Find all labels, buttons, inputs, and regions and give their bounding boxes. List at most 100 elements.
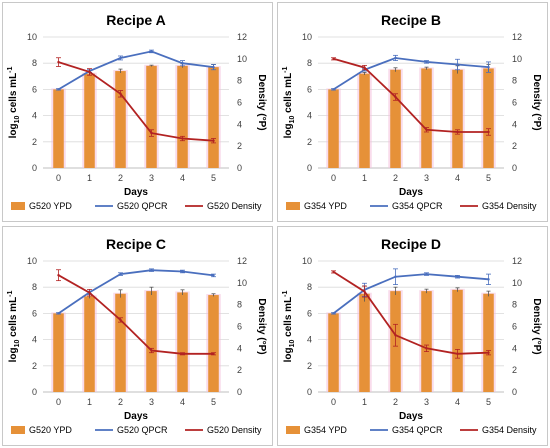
y-left-tick-label: 4 [307, 111, 312, 121]
bar-g520-ypd-day-3 [146, 291, 157, 392]
point-g520-density-day-2 [119, 92, 122, 95]
y-right-tick-label: 2 [237, 365, 242, 375]
legend-entry: G520 QPCR [117, 201, 168, 211]
x-tick-label: 1 [362, 173, 367, 183]
line-g520-density [58, 61, 214, 142]
point-g354-density-day-4 [456, 130, 459, 134]
bar-g520-ypd-day-1 [84, 73, 95, 168]
bar-g520-ypd-day-4 [177, 292, 188, 392]
x-axis-label: Days [399, 187, 423, 198]
y-left-tick-label: 8 [32, 58, 37, 68]
y-right-tick-label: 12 [512, 256, 522, 266]
point-g520-density-day-2 [119, 318, 122, 322]
y-right-tick-label: 10 [237, 278, 247, 288]
point-g520-density-day-4 [181, 137, 184, 140]
y-right-tick-label: 6 [237, 98, 242, 108]
x-tick-label: 1 [87, 397, 92, 407]
y-left-axis-label: log10 cells mL-1 [282, 66, 296, 138]
line-g354-density [333, 271, 489, 355]
y-right-tick-label: 8 [512, 76, 517, 86]
point-g520-qpcr-day-0 [57, 88, 60, 91]
point-g354-qpcr-day-0 [332, 312, 335, 315]
x-tick-label: 2 [118, 173, 123, 183]
x-tick-label: 4 [455, 397, 460, 407]
chart-title: Recipe B [381, 12, 441, 28]
y-left-tick-label: 8 [32, 282, 37, 292]
y-left-tick-label: 10 [302, 32, 312, 42]
y-right-tick-label: 8 [237, 76, 242, 86]
x-tick-label: 3 [149, 173, 154, 183]
point-g354-qpcr-day-3 [425, 60, 428, 64]
y-right-tick-label: 6 [512, 98, 517, 108]
x-tick-label: 3 [149, 397, 154, 407]
point-g354-qpcr-day-3 [425, 272, 428, 276]
legend-entry: G354 QPCR [392, 201, 443, 211]
point-g520-qpcr-day-4 [181, 270, 184, 273]
bar-g520-ypd-day-5 [208, 295, 219, 392]
y-left-tick-label: 4 [32, 111, 37, 121]
point-g520-density-day-0 [57, 273, 60, 277]
point-g520-density-day-0 [57, 60, 60, 64]
line-g520-density [58, 274, 214, 355]
point-g354-qpcr-day-5 [487, 278, 490, 281]
bar-g354-ypd-day-1 [359, 73, 370, 168]
bar-g354-ypd-day-0 [328, 89, 339, 168]
legend-entry: G354 QPCR [392, 425, 443, 435]
bar-g354-ypd-day-2 [390, 69, 401, 168]
x-tick-label: 0 [56, 397, 61, 407]
legend-entry: G520 YPD [29, 201, 72, 211]
x-tick-label: 4 [180, 173, 185, 183]
legend-entry: G354 Density [482, 201, 537, 211]
y-right-tick-label: 0 [237, 163, 242, 173]
point-g354-density-day-3 [425, 128, 428, 131]
y-left-tick-label: 4 [32, 335, 37, 345]
chart-panel-recipe-d: Recipe D 0 2 4 6 8 10 0 2 4 6 8 10 12 0 1 2 3 4 5 Days log10 … [277, 226, 548, 446]
legend-swatch-bar [286, 426, 300, 434]
y-right-tick-label: 2 [512, 141, 517, 151]
line-g520-qpcr [58, 50, 214, 91]
y-left-tick-label: 10 [302, 256, 312, 266]
y-right-tick-label: 12 [237, 256, 247, 266]
y-right-tick-label: 4 [512, 343, 517, 353]
y-right-tick-label: 10 [512, 278, 522, 288]
point-g520-qpcr-day-3 [150, 268, 153, 272]
y-right-tick-label: 2 [237, 141, 242, 151]
y-right-tick-label: 8 [237, 300, 242, 310]
x-tick-label: 2 [393, 397, 398, 407]
bar-g354-ypd-day-4 [452, 289, 463, 392]
bar-g520-ypd-day-0 [53, 89, 64, 168]
x-axis-label: Days [399, 411, 423, 422]
chart-title: Recipe A [106, 12, 165, 28]
point-g354-qpcr-day-2 [394, 56, 397, 60]
bar-g354-ypd-day-1 [359, 293, 370, 392]
y-right-tick-label: 2 [512, 365, 517, 375]
legend-entry: G520 Density [207, 425, 262, 435]
bar-g520-ypd-day-1 [84, 296, 95, 392]
point-g520-density-day-5 [212, 352, 215, 355]
point-g520-density-day-3 [150, 131, 153, 135]
x-tick-label: 4 [180, 397, 185, 407]
x-tick-label: 0 [56, 173, 61, 183]
x-tick-label: 5 [486, 397, 491, 407]
x-tick-label: 0 [331, 397, 336, 407]
point-g520-density-day-3 [150, 349, 153, 352]
x-tick-label: 5 [211, 173, 216, 183]
legend-entry: G354 Density [482, 425, 537, 435]
point-g354-qpcr-day-4 [456, 275, 459, 278]
point-g354-density-day-4 [456, 352, 459, 355]
y-left-tick-label: 0 [307, 387, 312, 397]
y-left-tick-label: 2 [307, 137, 312, 147]
y-left-tick-label: 2 [307, 361, 312, 371]
chart-title: Recipe D [381, 236, 441, 252]
legend-entry: G354 YPD [304, 425, 347, 435]
line-g520-qpcr [57, 269, 214, 315]
point-g520-qpcr-day-2 [119, 272, 122, 276]
line-g354-qpcr [332, 273, 489, 315]
y-left-tick-label: 8 [307, 58, 312, 68]
x-axis-label: Days [124, 411, 148, 422]
y-right-axis-label: Density (°P) [531, 74, 542, 130]
x-tick-label: 1 [87, 173, 92, 183]
x-tick-label: 4 [455, 173, 460, 183]
legend-entry: G520 QPCR [117, 425, 168, 435]
